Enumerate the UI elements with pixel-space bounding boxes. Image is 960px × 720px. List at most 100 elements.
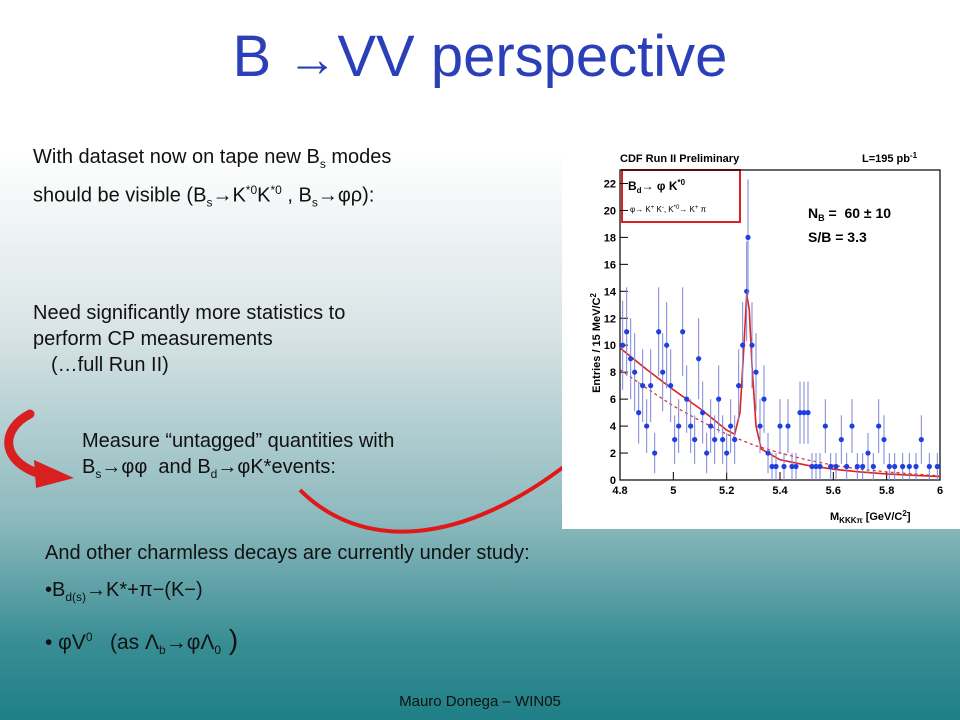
data-point xyxy=(805,410,811,416)
data-point xyxy=(860,463,866,470)
y-tick-label: 20 xyxy=(604,205,616,217)
data-point xyxy=(881,436,887,443)
data-point xyxy=(753,369,759,375)
data-point xyxy=(838,436,844,443)
data-point xyxy=(720,436,726,443)
data-point xyxy=(913,463,919,470)
y-tick-label: 16 xyxy=(604,259,616,271)
data-point xyxy=(765,450,771,456)
data-point xyxy=(900,463,906,470)
legend-line-2: φ→ K+ K-, K*0→ K+ π xyxy=(630,205,707,214)
x-tick-label: 5.2 xyxy=(719,485,734,497)
sb-annotation: S/B = 3.3 xyxy=(808,229,867,245)
data-point xyxy=(793,463,799,470)
data-point xyxy=(692,436,698,443)
data-point xyxy=(749,342,755,348)
data-point xyxy=(728,423,734,429)
data-point xyxy=(700,410,706,416)
x-tick-label: 5.4 xyxy=(772,485,788,497)
data-point xyxy=(773,463,779,470)
data-point xyxy=(797,410,803,416)
data-point xyxy=(676,423,682,429)
x-tick-label: 6 xyxy=(937,485,943,497)
data-point xyxy=(854,463,860,470)
data-point xyxy=(761,396,767,402)
data-point xyxy=(886,463,892,470)
data-point xyxy=(660,369,666,375)
data-point xyxy=(680,329,686,335)
data-point xyxy=(716,396,722,402)
data-point xyxy=(926,463,932,470)
chart-title: CDF Run II Preliminary xyxy=(620,153,740,165)
y-tick-label: 18 xyxy=(604,232,616,244)
y-tick-label: 0 xyxy=(610,475,616,487)
data-point xyxy=(906,463,912,470)
curved-arrow-icon xyxy=(4,409,74,488)
paragraph-untagged: Measure “untagged” quantities with Bs→φφ… xyxy=(82,430,395,481)
y-tick-label: 22 xyxy=(604,178,616,190)
data-point xyxy=(844,463,850,470)
data-point xyxy=(656,329,662,335)
footer-author: Mauro Donega – WIN05 xyxy=(399,693,561,710)
x-tick-label: 5.8 xyxy=(879,485,894,497)
data-point xyxy=(736,383,742,389)
y-tick-label: 6 xyxy=(610,394,616,406)
data-point xyxy=(865,450,871,456)
data-point xyxy=(934,463,940,470)
y-tick-label: 2 xyxy=(610,448,616,460)
data-point xyxy=(620,342,626,348)
legend-line-1: Bd→ φ K*0 xyxy=(628,178,686,195)
data-point xyxy=(636,410,642,416)
y-tick-label: 8 xyxy=(610,367,616,379)
data-point xyxy=(684,396,690,402)
data-point xyxy=(801,410,807,416)
data-point xyxy=(732,436,738,443)
data-point xyxy=(781,463,787,470)
chart-xlabel: MKKKπ [GeV/C2] xyxy=(830,509,911,525)
data-point xyxy=(817,463,823,470)
x-tick-label: 5.6 xyxy=(826,485,841,497)
paragraph-dataset: With dataset now on tape new Bs modes sh… xyxy=(33,146,392,210)
data-point xyxy=(648,383,654,389)
x-tick-label: 5 xyxy=(670,485,676,497)
bullet-b-decay: •Bd(s)→K*+π−(K−) xyxy=(45,579,203,604)
data-point xyxy=(740,342,746,348)
data-point xyxy=(624,329,630,335)
data-point xyxy=(769,463,775,470)
data-point xyxy=(696,356,702,362)
data-point xyxy=(822,423,828,429)
y-tick-label: 10 xyxy=(604,340,616,352)
nb-annotation: NB = 60 ± 10 xyxy=(808,205,891,223)
data-point xyxy=(833,463,839,470)
data-point xyxy=(813,463,819,470)
data-point xyxy=(785,423,791,429)
data-point xyxy=(704,450,710,456)
chart-lumi: L=195 pb-1 xyxy=(862,151,918,165)
paragraph-statistics: Need significantly more statistics to pe… xyxy=(33,302,346,376)
data-point xyxy=(672,436,678,443)
data-point xyxy=(668,383,674,389)
data-point xyxy=(628,356,634,362)
data-point xyxy=(876,423,882,429)
data-point xyxy=(757,423,763,429)
data-point xyxy=(828,463,834,470)
mass-distribution-chart: CDF Run II Preliminary L=195 pb-1 Entrie… xyxy=(589,151,943,525)
data-point xyxy=(640,383,646,389)
data-point xyxy=(789,463,795,470)
data-point xyxy=(849,423,855,429)
paragraph-charmless: And other charmless decays are currently… xyxy=(45,542,530,564)
x-tick-label: 4.8 xyxy=(612,485,627,497)
data-point xyxy=(652,450,658,456)
data-point xyxy=(664,342,670,348)
data-point xyxy=(712,436,718,443)
y-tick-label: 14 xyxy=(604,286,617,298)
data-point xyxy=(870,463,876,470)
chart-ylabel: Entries / 15 MeV/C2 xyxy=(589,293,603,393)
bullet-phi-v0: • φV0 (as Λb→φΛ0 ) xyxy=(45,624,239,658)
data-point xyxy=(708,423,714,429)
data-point xyxy=(632,369,638,375)
data-point xyxy=(918,436,924,443)
data-point xyxy=(892,463,898,470)
data-point xyxy=(745,234,751,240)
slide-title: B →VV perspective xyxy=(232,24,728,89)
